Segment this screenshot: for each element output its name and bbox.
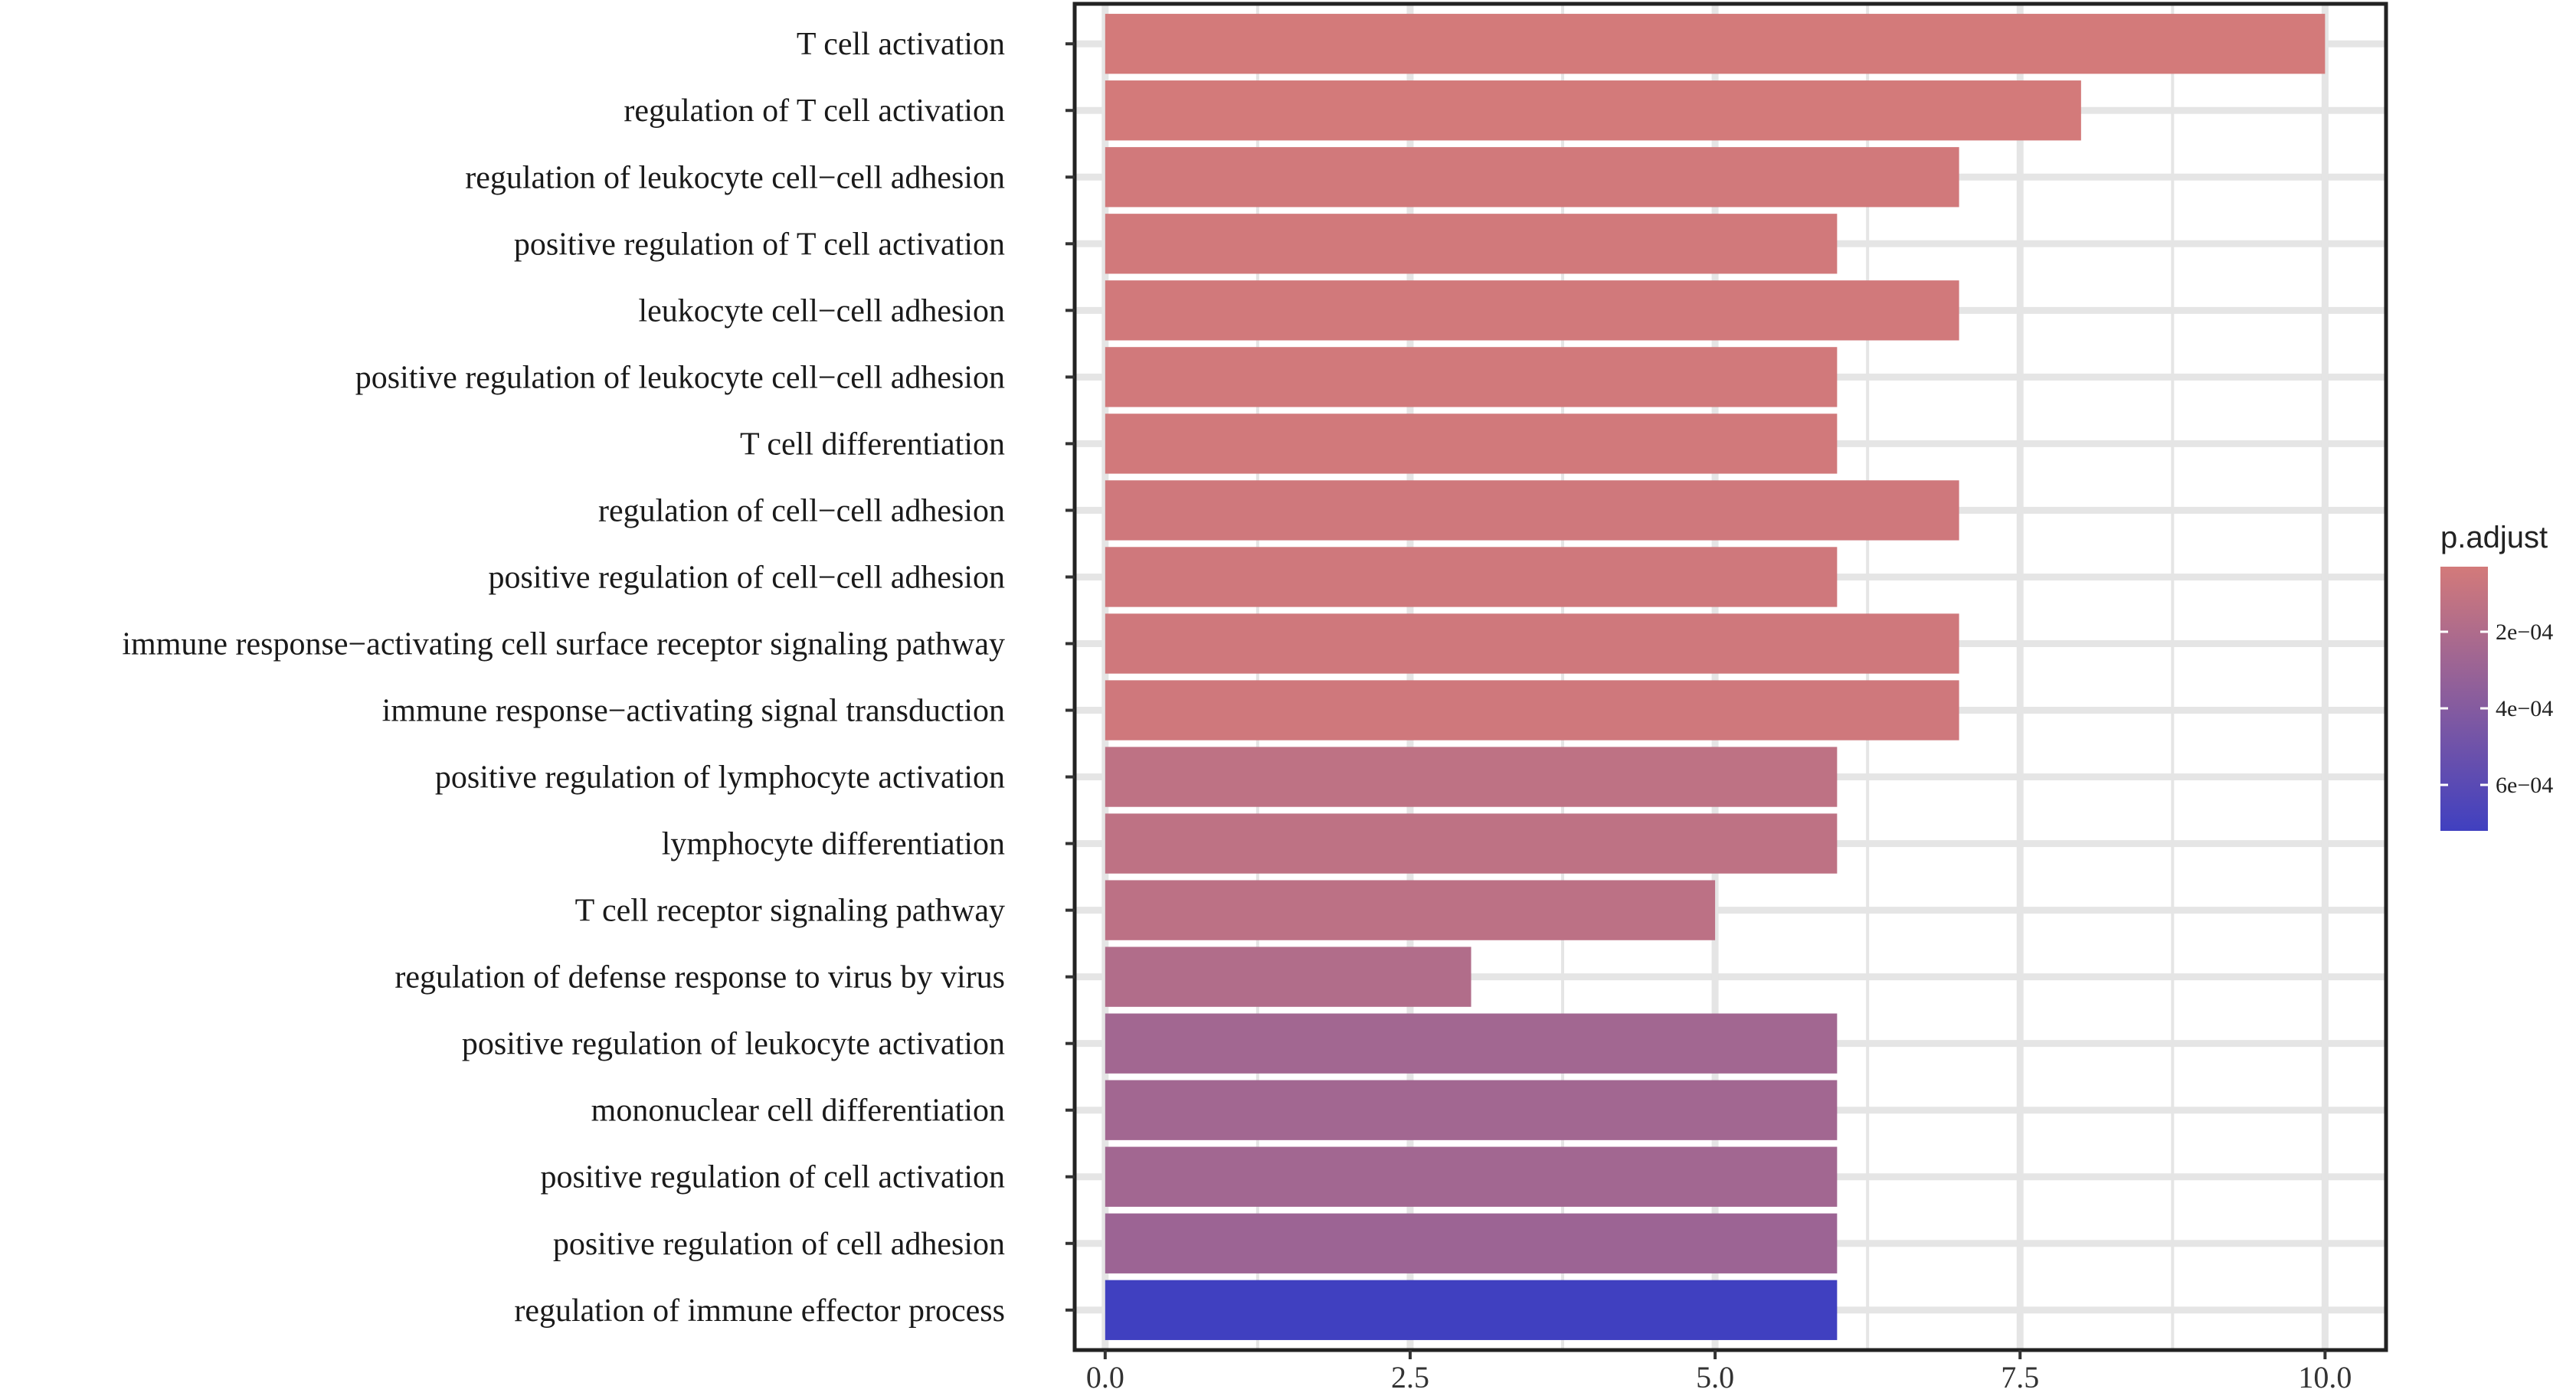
y-tick-label: positive regulation of cell activation bbox=[541, 1160, 1005, 1195]
x-tick-label: 7.5 bbox=[2001, 1360, 2039, 1392]
bar bbox=[1105, 613, 1959, 674]
x-axis-labels: 0.0 2.5 5.0 7.5 10.0 bbox=[1086, 1360, 2352, 1394]
y-tick-label: positive regulation of leukocyte activat… bbox=[462, 1027, 1005, 1062]
bar bbox=[1105, 14, 2326, 74]
bar bbox=[1105, 547, 1838, 607]
bars bbox=[1105, 14, 2326, 1340]
bar bbox=[1105, 1213, 1838, 1273]
y-axis-labels: T cell activation regulation of T cell ac… bbox=[122, 27, 1005, 1329]
bar bbox=[1105, 80, 2081, 141]
bar bbox=[1105, 1280, 1838, 1340]
bar bbox=[1105, 280, 1959, 341]
bar bbox=[1105, 813, 1838, 874]
bar bbox=[1105, 1080, 1838, 1140]
y-tick-label: regulation of immune effector process bbox=[514, 1293, 1005, 1329]
legend-tick-label: 6e−04 bbox=[2496, 773, 2553, 798]
y-tick-label: immune response−activating signal transd… bbox=[382, 694, 1005, 729]
x-tick-label: 10.0 bbox=[2298, 1360, 2352, 1392]
x-axis-ticks bbox=[1103, 1350, 2327, 1359]
y-tick-label: T cell receptor signaling pathway bbox=[575, 894, 1005, 929]
legend-tick-label: 2e−04 bbox=[2496, 620, 2553, 645]
bar bbox=[1105, 747, 1838, 807]
x-tick-label: 2.5 bbox=[1391, 1360, 1429, 1392]
bar bbox=[1105, 214, 1838, 274]
x-tick-label: 0.0 bbox=[1086, 1360, 1124, 1392]
bar bbox=[1105, 147, 1959, 208]
y-tick-label: leukocyte cell−cell adhesion bbox=[639, 293, 1006, 329]
y-axis-ticks bbox=[1065, 42, 1075, 1312]
y-tick-label: regulation of cell−cell adhesion bbox=[598, 493, 1005, 528]
y-tick-label: T cell activation bbox=[797, 27, 1005, 62]
legend-colorbar bbox=[2440, 567, 2488, 831]
legend-tick-label: 4e−04 bbox=[2496, 696, 2553, 721]
y-tick-label: immune response−activating cell surface … bbox=[122, 626, 1005, 662]
y-tick-label: positive regulation of cell adhesion bbox=[553, 1227, 1005, 1262]
y-tick-label: positive regulation of lymphocyte activa… bbox=[435, 760, 1005, 796]
y-tick-label: lymphocyte differentiation bbox=[662, 827, 1005, 862]
bar bbox=[1105, 1146, 1838, 1207]
panel-border bbox=[1072, 2, 2388, 1352]
y-tick-label: T cell differentiation bbox=[740, 427, 1005, 462]
y-tick-label: regulation of T cell activation bbox=[624, 93, 1005, 129]
legend-ticks: 2e−04 4e−04 6e−04 bbox=[2440, 620, 2553, 798]
y-tick-label: regulation of leukocyte cell−cell adhesi… bbox=[465, 160, 1005, 195]
legend-title: p.adjust bbox=[2440, 521, 2548, 554]
y-tick-label: positive regulation of leukocyte cell−ce… bbox=[355, 360, 1005, 395]
y-tick-label: positive regulation of T cell activation bbox=[514, 227, 1005, 262]
bar bbox=[1105, 946, 1471, 1007]
bar bbox=[1105, 480, 1959, 541]
y-tick-label: positive regulation of cell−cell adhesio… bbox=[489, 560, 1005, 595]
bar bbox=[1105, 1013, 1838, 1074]
bar bbox=[1105, 414, 1838, 474]
y-tick-label: regulation of defense response to virus … bbox=[394, 960, 1005, 996]
bar bbox=[1105, 880, 1716, 940]
bar bbox=[1105, 680, 1959, 741]
y-tick-label: mononuclear cell differentiation bbox=[591, 1094, 1005, 1129]
x-tick-label: 5.0 bbox=[1696, 1360, 1734, 1392]
color-legend: p.adjust 2e−04 4e−04 6e−04 bbox=[2440, 521, 2553, 831]
bar bbox=[1105, 347, 1838, 407]
